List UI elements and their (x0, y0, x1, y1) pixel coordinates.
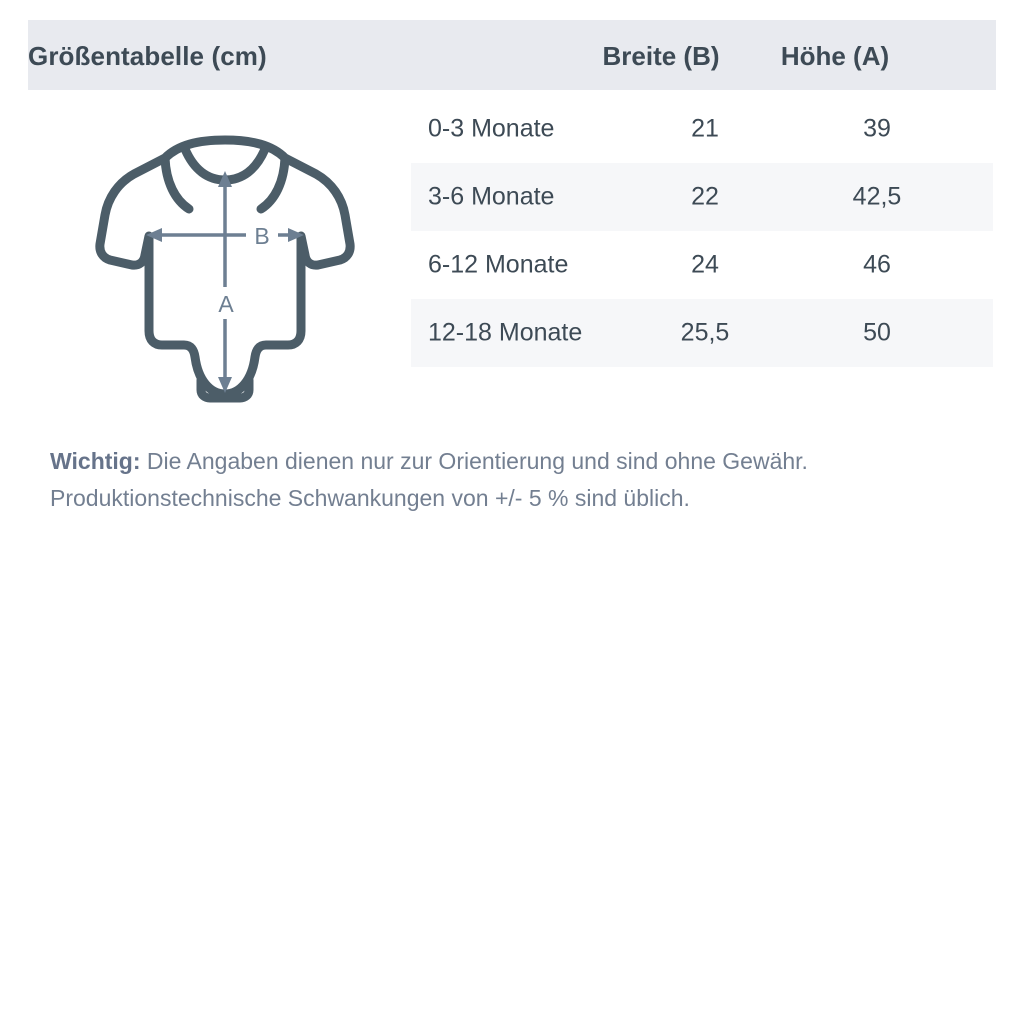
table-row: 0-3 Monate 21 39 (411, 95, 993, 163)
cell-size: 12-18 Monate (428, 318, 583, 347)
table-row: 6-12 Monate 24 46 (411, 231, 993, 299)
column-header-height: Höhe (A) (780, 41, 890, 71)
cell-width: 22 (691, 182, 719, 211)
cell-width: 21 (691, 114, 719, 143)
disclaimer-note: Wichtig: Die Angaben dienen nur zur Orie… (50, 443, 980, 517)
label-a-mask (211, 287, 241, 319)
disclaimer-text-1: Die Angaben dienen nur zur Orientierung … (140, 448, 808, 474)
cell-height: 46 (863, 250, 891, 279)
cell-size: 3-6 Monate (428, 182, 555, 211)
width-label: B (254, 223, 269, 249)
table-header-band (28, 20, 996, 90)
label-b-mask (246, 219, 278, 251)
cell-width: 25,5 (680, 318, 730, 347)
column-header-width: Breite (B) (602, 41, 720, 71)
cell-height: 39 (863, 114, 891, 143)
measurement-arrows (151, 176, 299, 388)
height-label: A (218, 291, 234, 317)
cell-height: 42,5 (852, 182, 902, 211)
measurement-arrowheads (146, 171, 304, 393)
cell-size: 0-3 Monate (428, 114, 555, 143)
page-title: Größentabelle (cm) (28, 41, 267, 71)
size-table-body: 0-3 Monate 21 39 3-6 Monate 22 42,5 6-12… (411, 95, 993, 367)
disclaimer-line-2: Produktionstechnische Schwankungen von +… (50, 485, 690, 511)
disclaimer-lead: Wichtig: (50, 448, 141, 474)
table-row: 12-18 Monate 25,5 50 (411, 299, 993, 367)
cell-size: 6-12 Monate (428, 250, 569, 279)
cell-height: 50 (863, 318, 891, 347)
disclaimer-line-1: Wichtig: Die Angaben dienen nur zur Orie… (50, 443, 980, 480)
bodysuit-illustration: A B (70, 118, 380, 428)
cell-width: 24 (691, 250, 719, 279)
table-row: 3-6 Monate 22 42,5 (411, 163, 993, 231)
